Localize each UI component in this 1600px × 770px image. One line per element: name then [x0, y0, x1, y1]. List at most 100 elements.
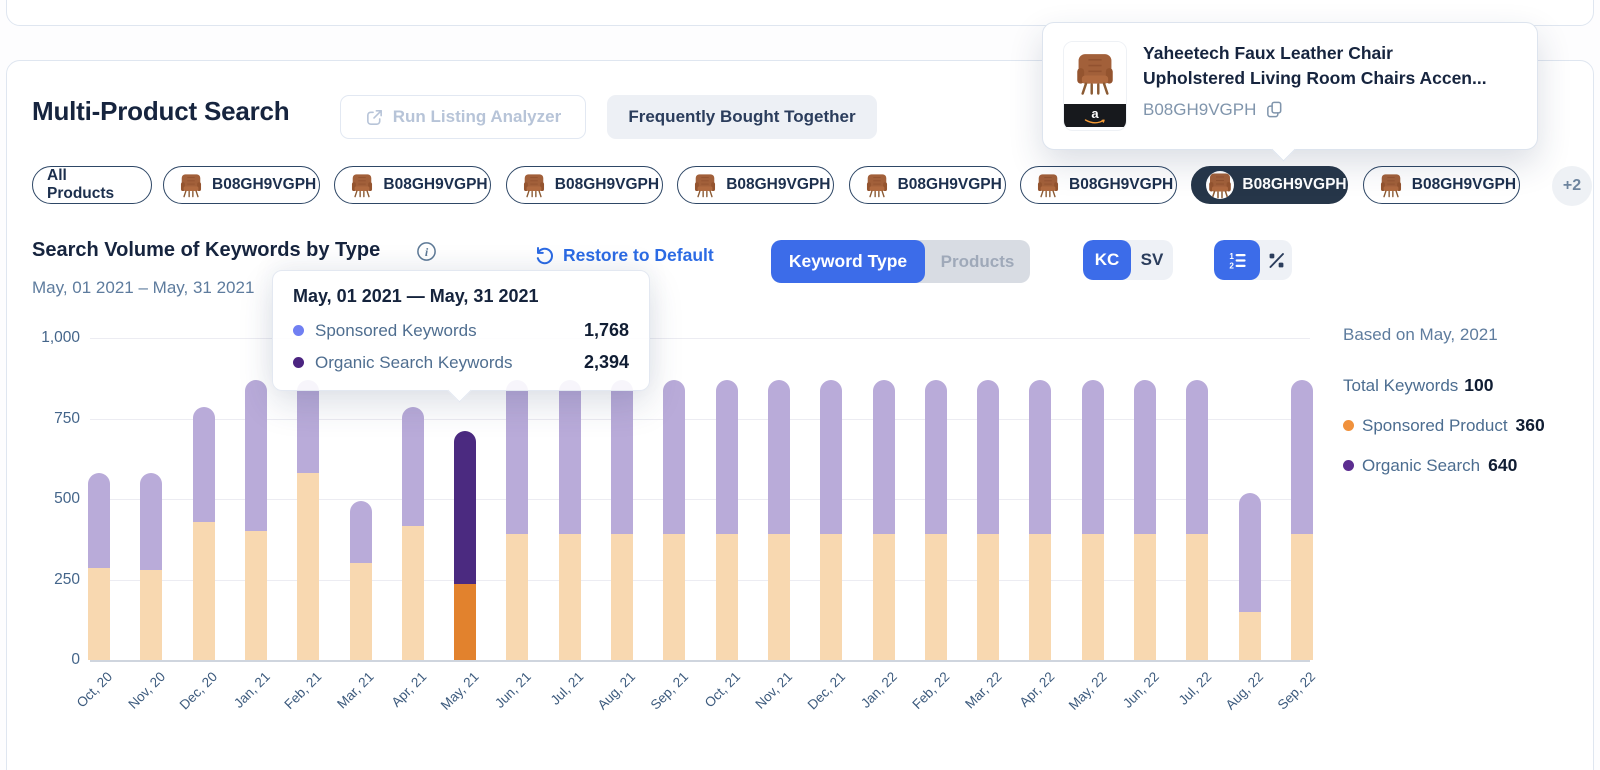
metric-toggle-group: KC SV	[1083, 240, 1173, 280]
pill-all-products[interactable]: All Products	[32, 166, 152, 204]
bar-apr-21[interactable]	[401, 407, 424, 660]
bar-segment-sponsored	[767, 534, 790, 660]
frequently-bought-together-button[interactable]: Frequently Bought Together	[607, 95, 877, 139]
bar-segment-sponsored	[1186, 534, 1209, 660]
bar-mar-22[interactable]	[977, 379, 1000, 660]
product-pill-asin: B08GH9VGPH	[1411, 176, 1517, 193]
bar-nov-20[interactable]	[140, 473, 163, 660]
bar-segment-sponsored	[663, 534, 686, 660]
bar-jul-21[interactable]	[558, 379, 581, 660]
tooltip-series-value: 2,394	[583, 352, 629, 372]
product-pill-asin: B08GH9VGPH	[1242, 176, 1347, 193]
run-listing-analyzer-label: Run Listing Analyzer	[392, 107, 562, 126]
bar-segment-sponsored	[244, 531, 267, 660]
legend-value: 640	[1488, 455, 1518, 475]
bar-sep-22[interactable]	[1290, 379, 1313, 660]
bar-mar-21[interactable]	[349, 500, 372, 660]
product-pill-asin: B08GH9VGPH	[554, 176, 660, 193]
product-thumbnail	[349, 172, 375, 198]
gridline-1,000	[90, 338, 1310, 339]
svg-text:i: i	[425, 245, 429, 259]
total-keywords-line: Total Keywords 100	[1343, 375, 1573, 396]
bar-dec-20[interactable]	[192, 407, 215, 660]
info-icon[interactable]: i	[416, 241, 437, 262]
bar-segment-sponsored	[1029, 534, 1052, 660]
toggle-sv[interactable]: SV	[1140, 250, 1164, 269]
bar-oct-20[interactable]	[88, 473, 110, 660]
bar-segment-organic	[1238, 492, 1261, 612]
chart-date-range: May, 01 2021 – May, 31 2021	[32, 278, 255, 297]
bar-segment-organic	[1081, 379, 1104, 535]
bar-segment-sponsored	[715, 534, 738, 660]
bar-segment-organic	[1029, 379, 1052, 535]
bar-nov-21[interactable]	[767, 379, 790, 660]
y-tick-1,000: 1,000	[41, 329, 80, 346]
bar-segment-sponsored	[140, 569, 163, 660]
toggle-keyword-type[interactable]: Keyword Type	[771, 240, 925, 283]
bar-apr-22[interactable]	[1029, 379, 1052, 660]
product-pill-5[interactable]: B08GH9VGPH	[1020, 166, 1177, 204]
tooltip-series-value: 1,768	[583, 320, 629, 340]
bar-sep-21[interactable]	[663, 379, 686, 660]
product-pill-2[interactable]: B08GH9VGPH	[505, 166, 663, 204]
legend-dot	[1343, 460, 1354, 471]
legend-row: Sponsored Product 360	[1343, 415, 1573, 436]
chart-tooltip: May, 01 2021 — May, 31 2021 Sponsored Ke…	[272, 270, 650, 403]
product-pill-selected[interactable]: B08GH9VGPH	[1191, 166, 1349, 204]
product-thumbnail	[1378, 172, 1404, 198]
run-listing-analyzer-button[interactable]: Run Listing Analyzer	[340, 95, 586, 139]
percent-toggle[interactable]	[1260, 240, 1292, 280]
bar-segment-sponsored	[506, 534, 529, 660]
bar-aug-21[interactable]	[611, 379, 633, 660]
based-on-label: Based on May, 2021	[1343, 325, 1498, 344]
product-pill-7[interactable]: B08GH9VGPH	[1362, 166, 1520, 204]
bar-segment-organic	[244, 379, 267, 532]
bar-may-22[interactable]	[1081, 379, 1104, 660]
product-pill-4[interactable]: B08GH9VGPH	[848, 166, 1006, 204]
bar-jun-22[interactable]	[1134, 379, 1156, 660]
bar-jan-21[interactable]	[244, 379, 267, 660]
mode-toggle-group: Keyword Type Products	[771, 240, 1030, 283]
product-pill-1[interactable]: B08GH9VGPH	[334, 166, 492, 204]
bar-may-21[interactable]	[454, 431, 477, 660]
bar-segment-organic	[401, 407, 424, 527]
product-pill-0[interactable]: B08GH9VGPH	[163, 166, 320, 204]
bar-dec-21[interactable]	[820, 379, 843, 660]
svg-text:1: 1	[1229, 252, 1234, 261]
toggle-products[interactable]: Products	[940, 251, 1015, 271]
bar-segment-organic	[715, 379, 738, 535]
bar-segment-organic	[454, 431, 477, 585]
restore-to-default-link[interactable]: Restore to Default	[534, 245, 714, 266]
bar-jul-22[interactable]	[1186, 379, 1209, 660]
bar-segment-sponsored	[454, 584, 477, 660]
legend-value: 360	[1515, 415, 1545, 435]
gridline-750	[90, 418, 1310, 420]
bar-jan-22[interactable]	[872, 379, 895, 660]
toggle-kc[interactable]: KC	[1083, 240, 1131, 280]
bar-segment-sponsored	[1290, 534, 1313, 660]
y-tick-750: 750	[54, 409, 80, 427]
bar-segment-sponsored	[401, 526, 424, 660]
bar-segment-organic	[872, 379, 895, 535]
copy-icon[interactable]	[1265, 100, 1284, 119]
more-products-badge[interactable]: +2	[1552, 166, 1592, 206]
bar-segment-sponsored	[924, 534, 947, 660]
product-thumbnail	[692, 172, 718, 198]
gridline-250	[90, 579, 1310, 581]
bar-segment-organic	[297, 379, 320, 474]
bar-jun-21[interactable]	[506, 379, 529, 660]
product-thumbnail	[1206, 171, 1235, 199]
product-pill-3[interactable]: B08GH9VGPH	[677, 166, 835, 204]
bar-segment-organic	[663, 379, 686, 535]
pill-items-container: B08GH9VGPH B08GH9VGPH B08GH9VGPH B08GH9VGPH…	[0, 166, 1600, 206]
bar-feb-21[interactable]	[297, 379, 320, 660]
product-pill-asin: B08GH9VGPH	[383, 176, 488, 193]
bar-segment-organic	[140, 473, 163, 570]
bar-oct-21[interactable]	[715, 379, 738, 660]
bar-feb-22[interactable]	[924, 379, 947, 660]
bar-segment-organic	[977, 379, 1000, 535]
bar-aug-22[interactable]	[1238, 492, 1261, 660]
chart-tooltip-title: May, 01 2021 — May, 31 2021	[293, 286, 539, 306]
